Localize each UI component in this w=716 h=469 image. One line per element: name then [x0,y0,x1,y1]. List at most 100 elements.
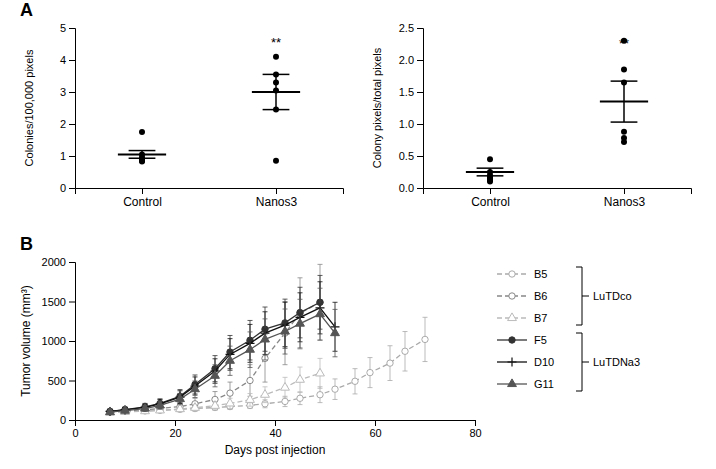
error-cap [611,121,638,123]
error-cap [403,331,408,332]
tick-mark [275,420,276,426]
line [110,308,335,412]
panel-label: B [20,234,33,254]
error-bar [300,278,301,349]
series [106,282,340,416]
tick: 3 [60,86,75,98]
series [107,275,323,414]
point [139,158,145,164]
error-cap [283,309,288,310]
marker [211,371,220,379]
plot-area [106,264,429,416]
marker [246,345,255,353]
marker [296,375,305,383]
error-cap [283,354,288,355]
tick-mark [417,188,423,189]
marker [387,360,393,366]
tick: 0.0 [399,182,423,194]
error-cap [423,317,428,318]
tick-mark [175,420,176,426]
legend-item: F5 [497,334,547,346]
marker [211,401,220,409]
marker [317,392,323,398]
error-cap [193,374,198,375]
tick-mark [69,92,75,93]
tick-mark [475,420,476,426]
tick: 1 [60,150,75,162]
series [106,288,340,414]
error-cap [423,361,428,362]
tick-label: 1000 [42,335,66,347]
y-axis-title: Colony pixels/total pixels [371,47,383,168]
tick-mark [69,156,75,157]
error-cap [248,406,253,407]
tick: 5 [60,22,75,34]
error-cap [333,399,338,400]
error-cap [263,109,290,111]
error-cap [318,388,323,389]
error-cap [283,302,288,303]
bracket-line [576,267,589,325]
tick-mark [69,341,75,342]
marker [316,309,325,317]
error-cap [213,409,218,410]
tick-label: 2000 [42,256,66,268]
tick-label: 4 [60,54,66,66]
plot-area [466,38,648,185]
legend-marker [508,379,517,387]
line [110,339,425,412]
point [139,129,145,135]
error-cap [403,371,408,372]
tick-label: 1 [60,150,66,162]
tick: 80 [469,420,481,439]
marker [402,348,408,354]
error-cap [158,398,163,399]
legend-item: G11 [497,378,554,390]
tick-label: 0 [72,427,78,439]
y-axis-title: Tumor volume (mm³) [19,285,33,397]
tick-label: 1.5 [399,86,414,98]
error-cap [213,364,218,365]
tick-mark [142,188,143,194]
marker [281,382,290,390]
legend-bracket: LuTDco [576,267,632,325]
marker [176,404,185,412]
tick-label: 0.0 [399,182,414,194]
error-cap [283,397,288,398]
tick-mark [69,60,75,61]
plot-area [118,54,300,165]
marker [156,400,165,408]
tick-label: Nanos3 [604,195,646,209]
tick: Control [123,188,162,209]
tick-label: 60 [369,427,381,439]
error-bar [489,168,491,176]
error-cap [388,380,393,381]
error-cap [298,367,303,368]
error-cap [298,347,303,348]
tick: 1.5 [399,86,423,98]
tick: 500 [48,375,75,387]
line [110,314,335,412]
marker [422,336,428,342]
error-cap [263,402,268,403]
tick: Nanos3 [604,188,646,209]
y-axis: 0500100015002000 [42,256,76,426]
marker [296,319,305,327]
legend-label: B6 [534,290,547,302]
axis-line [69,29,76,189]
legend-label: F5 [534,334,547,346]
error-cap [333,302,338,303]
error-cap [298,348,303,349]
marker [106,407,115,415]
error-bar [275,74,277,109]
tick: 1000 [42,335,75,347]
error-cap [228,408,233,409]
tick: 20 [169,420,181,439]
marker [106,407,115,416]
marker [191,403,200,411]
error-cap [283,364,288,365]
tick: 2.0 [399,54,423,66]
x-axis: ControlNanos3 [76,188,344,209]
tick-mark [69,124,75,125]
series [107,264,323,415]
